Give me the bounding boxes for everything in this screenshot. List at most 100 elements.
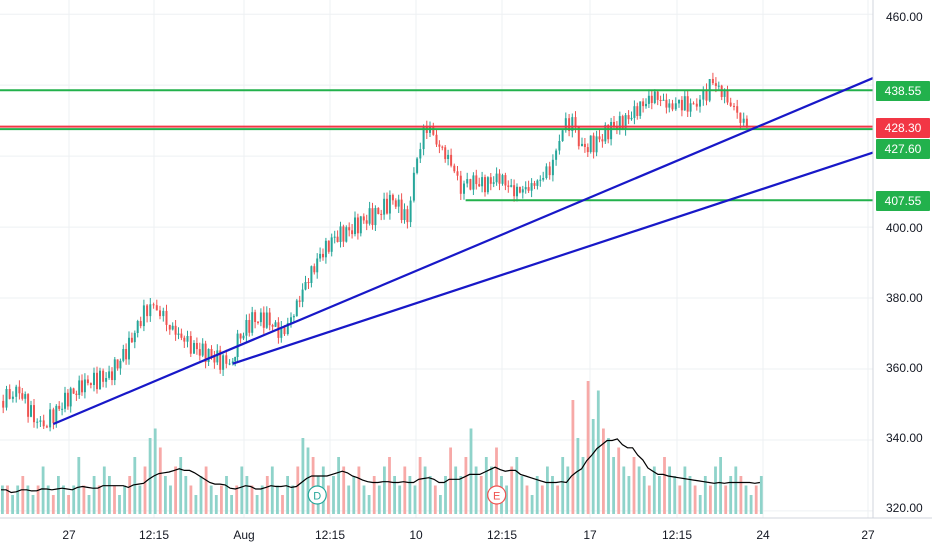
- candle-body: [564, 118, 567, 131]
- candle-body: [108, 371, 111, 378]
- candle-body: [75, 393, 78, 395]
- volume-bar: [469, 428, 473, 514]
- x-tick-label: Aug: [233, 528, 254, 542]
- candle-body: [36, 421, 39, 423]
- trendlines[interactable]: [52, 77, 874, 425]
- volume-bar: [729, 476, 733, 514]
- volume-bar: [158, 447, 162, 514]
- candle-body: [248, 320, 251, 333]
- y-tick-label: 320.00: [886, 501, 923, 515]
- candle-body: [595, 136, 598, 153]
- volume-bar: [21, 476, 25, 514]
- volume-bars: [1, 381, 763, 514]
- volume-bar: [113, 485, 116, 514]
- candle-body: [627, 115, 630, 120]
- candle-body: [441, 146, 444, 148]
- candle-body: [21, 393, 24, 399]
- price-axis[interactable]: 460.00 400.00 380.00 360.00 340.00 320.00: [886, 10, 923, 515]
- volume-bar: [423, 466, 427, 514]
- y-tick-label: 400.00: [886, 221, 923, 235]
- volume-bar: [388, 457, 391, 514]
- candle-body: [518, 186, 521, 193]
- candle-body: [257, 321, 259, 323]
- volume-bar: [92, 476, 96, 514]
- candle-body: [618, 116, 621, 129]
- volume-bar: [535, 476, 539, 514]
- candle-body: [102, 370, 105, 382]
- y-tick-label: 360.00: [886, 361, 923, 375]
- candle-body: [189, 336, 192, 354]
- candle-body: [545, 166, 548, 178]
- volume-bar: [270, 466, 274, 514]
- candle-body: [453, 165, 456, 172]
- horizontal-levels[interactable]: [0, 89, 873, 202]
- candle-body: [72, 388, 75, 394]
- candle-body: [39, 420, 42, 422]
- volume-bar: [688, 476, 692, 514]
- volume-bar: [337, 457, 340, 514]
- candle-body: [42, 420, 45, 427]
- candle-body: [742, 118, 745, 123]
- candle-body: [513, 185, 516, 197]
- candle-body: [105, 378, 108, 382]
- candle-body: [93, 372, 95, 385]
- volume-bar: [586, 381, 590, 514]
- candle-body: [668, 103, 671, 108]
- candle-body: [383, 198, 386, 215]
- candle-body: [345, 227, 348, 242]
- candle-body: [592, 135, 595, 153]
- candle-body: [610, 122, 613, 140]
- candle-body: [336, 236, 339, 242]
- volume-bar: [184, 476, 188, 514]
- volume-bar: [612, 457, 615, 514]
- candle-body: [521, 189, 524, 193]
- candle-body: [394, 200, 397, 207]
- candle-body: [49, 409, 52, 428]
- candle-body: [354, 217, 356, 235]
- candle-body: [729, 102, 732, 106]
- candle-body: [11, 396, 14, 399]
- candle-body: [736, 106, 739, 113]
- volume-bar: [515, 457, 519, 514]
- candle-body: [152, 304, 155, 306]
- candle-body: [650, 95, 653, 103]
- candle-body: [409, 200, 412, 223]
- candle-body: [403, 209, 406, 220]
- candle-body: [198, 349, 201, 356]
- candle-body: [444, 147, 447, 160]
- candle-body: [472, 175, 475, 190]
- candle-body: [469, 179, 472, 190]
- volume-bar: [714, 466, 717, 514]
- volume-bar: [556, 485, 559, 514]
- candle-body: [231, 361, 234, 364]
- volume-bar: [520, 476, 524, 514]
- candle-body: [142, 305, 145, 327]
- candle-body: [234, 356, 237, 362]
- volume-bar: [734, 466, 738, 514]
- candle-body: [745, 118, 748, 127]
- candle-body: [702, 89, 705, 100]
- candle-body: [222, 355, 225, 370]
- volume-bar: [235, 485, 239, 514]
- candle-body: [645, 103, 647, 107]
- time-axis[interactable]: 27 12:15 Aug 12:15 10 12:15 17 12:15 24 27: [62, 528, 875, 542]
- candle-body: [342, 226, 345, 242]
- candle-body: [139, 321, 142, 327]
- candle-body: [113, 359, 116, 381]
- candle-body: [432, 126, 435, 135]
- candle-body: [636, 106, 639, 116]
- candle-body: [64, 392, 66, 409]
- candle-body: [683, 96, 686, 111]
- candle-body: [242, 335, 245, 339]
- candle-body: [330, 237, 333, 252]
- candle-body: [24, 394, 27, 399]
- candle-body: [133, 332, 136, 343]
- volume-bar: [240, 466, 244, 514]
- candle-body: [551, 159, 554, 176]
- candle-body: [486, 177, 489, 193]
- candle-body: [717, 85, 720, 87]
- candle-body: [310, 266, 313, 283]
- volume-bar: [642, 476, 646, 514]
